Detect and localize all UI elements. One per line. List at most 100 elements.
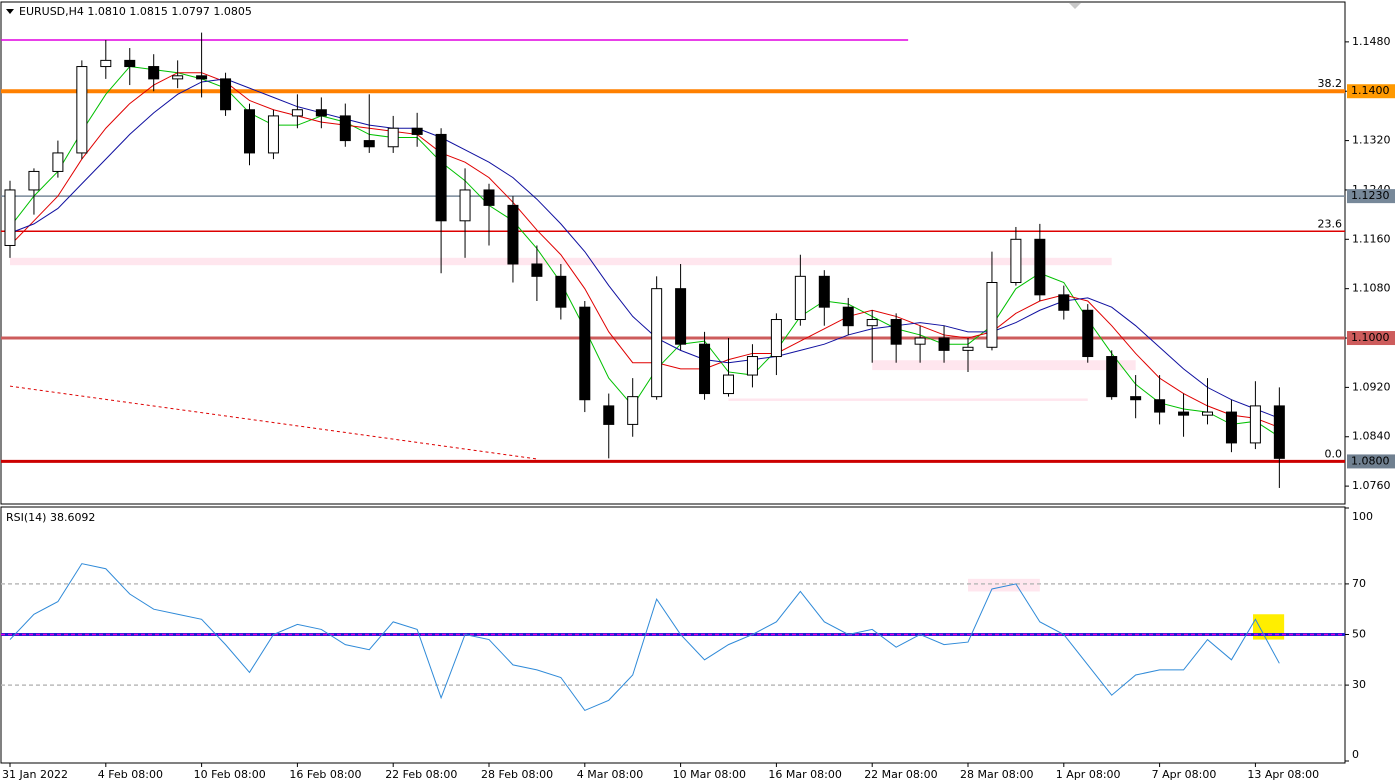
x-tick-label: 28 Feb 08:00 (481, 768, 553, 781)
x-tick-label: 13 Apr 08:00 (1247, 768, 1319, 781)
price-tag-label: 1.1230 (1351, 189, 1390, 202)
y-tick-label: 1.1080 (1352, 282, 1391, 295)
candle-body (555, 275, 567, 308)
y-tick-label: 1.0760 (1352, 479, 1391, 492)
price-plot (1, 32, 1345, 488)
x-tick-label: 28 Mar 08:00 (960, 768, 1033, 781)
candle-body (220, 78, 232, 111)
candle-body (770, 319, 782, 358)
candle-body (483, 189, 495, 206)
level-label: 38.2 (1318, 77, 1343, 90)
candle-body (723, 374, 734, 395)
candle-body (986, 281, 998, 348)
candle-body (1010, 238, 1022, 283)
candle-body (962, 346, 974, 351)
x-tick-label: 22 Feb 08:00 (385, 768, 457, 781)
candle-body (627, 396, 639, 425)
candle-body (196, 75, 208, 80)
price-tag-label: 1.1400 (1351, 84, 1390, 97)
level-label: 0.0 (1325, 447, 1343, 460)
candle-body (699, 343, 711, 395)
y-tick-label: 1.1160 (1352, 232, 1391, 245)
candle-body (244, 109, 255, 154)
candle-body (124, 59, 136, 68)
y-tick-label: 1.0840 (1352, 430, 1391, 443)
candle-body (1106, 356, 1118, 398)
candle-body (651, 288, 663, 398)
candle-body (1273, 405, 1285, 459)
x-tick-label: 7 Apr 08:00 (1152, 768, 1217, 781)
candle-body (1249, 405, 1261, 444)
shift-marker (1069, 3, 1081, 9)
chart-title: EURUSD,H4 1.0810 1.0815 1.0797 1.0805 (19, 5, 252, 18)
candle-body (363, 140, 375, 148)
rsi-plot (1, 563, 1345, 712)
trend-line (9, 385, 537, 460)
rsi-line (9, 563, 1280, 712)
candle-body (411, 127, 423, 135)
candle-body (746, 356, 758, 376)
candle-body (315, 109, 327, 117)
y-tick-label: 1.1320 (1352, 134, 1391, 147)
candle-body (890, 319, 902, 345)
x-tick-label: 16 Mar 08:00 (768, 768, 841, 781)
candle-body (291, 109, 303, 117)
candle-body (1225, 411, 1237, 444)
candle-body (4, 189, 16, 246)
level-label: 23.6 (1318, 217, 1343, 230)
x-tick-label: 10 Mar 08:00 (673, 768, 746, 781)
candle-body (459, 189, 471, 222)
price-panel (0, 1, 1346, 505)
price-tag (1347, 84, 1395, 99)
zone (728, 398, 1088, 401)
y-tick-label: 1.1480 (1352, 35, 1391, 48)
candle-body (914, 337, 926, 345)
x-tick-label: 31 Jan 2022 (2, 768, 68, 781)
price-tag (1347, 331, 1395, 346)
candle-body (1034, 238, 1046, 296)
price-tag (1347, 189, 1395, 204)
candle-body (866, 319, 878, 327)
x-tick-label: 22 Mar 08:00 (864, 768, 937, 781)
y-tick-label: 100 (1352, 510, 1373, 523)
x-tick-label: 16 Feb 08:00 (289, 768, 361, 781)
candle-body (842, 306, 854, 327)
candle-body (28, 170, 40, 191)
candle-body (100, 59, 112, 68)
candle-body (1202, 411, 1213, 416)
candle-body (1130, 396, 1142, 401)
zone (968, 578, 1040, 592)
candle-body (1058, 294, 1070, 311)
candle-body (339, 115, 351, 142)
zone (10, 257, 1112, 266)
candle-body (172, 75, 184, 80)
candle-body (52, 152, 64, 172)
menu-triangle (6, 9, 14, 14)
candle-body (1154, 399, 1166, 413)
moving-average (9, 72, 1280, 428)
candle-body (507, 204, 519, 265)
candle-body (794, 275, 806, 321)
candle-body (148, 66, 160, 80)
y-tick-label: 30 (1352, 678, 1366, 691)
candle-body (267, 115, 279, 154)
price-tag-label: 1.0800 (1351, 454, 1390, 467)
candle-body (603, 405, 615, 425)
y-tick-label: 50 (1352, 628, 1366, 641)
candle-body (387, 127, 399, 148)
moving-average (9, 66, 1280, 438)
price-tag (1347, 454, 1395, 469)
candle-body (938, 337, 950, 351)
candle-body (1178, 411, 1190, 416)
y-tick-label: 70 (1352, 577, 1366, 590)
y-tick-label: 1.0920 (1352, 380, 1391, 393)
candle-body (675, 288, 687, 345)
y-tick-label: 0 (1352, 748, 1359, 761)
candle-body (531, 263, 543, 277)
x-tick-label: 10 Feb 08:00 (194, 768, 266, 781)
x-tick-label: 4 Mar 08:00 (577, 768, 643, 781)
axes: 1.0760 1.0840 1.0920 1.1000 1.1080 1.1160 1.12… (2, 35, 1395, 781)
rsi-title: RSI(14) 38.6092 (6, 511, 95, 524)
